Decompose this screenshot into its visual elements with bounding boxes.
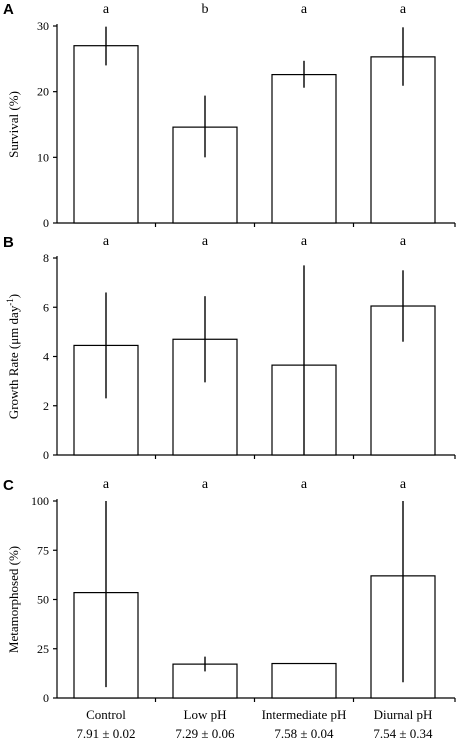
significance-letter-a-0: a <box>103 2 110 17</box>
x-category-label-2: Intermediate pH <box>262 707 347 722</box>
y-tick-label-b-3: 6 <box>43 300 49 314</box>
significance-letter-c-1: a <box>202 477 209 492</box>
significance-letter-c-3: a <box>400 477 407 492</box>
significance-letter-c-0: a <box>103 477 110 492</box>
y-tick-label-a-0: 0 <box>43 216 49 230</box>
bar-a-0 <box>73 45 139 224</box>
x-category-label-1: Low pH <box>184 707 227 722</box>
significance-letter-c-2: a <box>301 477 308 492</box>
y-axis-label-a: Survival (%) <box>6 91 21 158</box>
panel-letter-c: C <box>3 477 14 494</box>
significance-letter-b-0: a <box>103 234 110 249</box>
significance-letter-a-3: a <box>400 2 407 17</box>
panel-letter-a: A <box>3 1 14 18</box>
y-tick-label-c-3: 75 <box>37 543 49 557</box>
y-axis-label-b: Growth Rate (μm day-1) <box>5 294 21 419</box>
significance-letter-b-1: a <box>202 234 209 249</box>
bar-c-2 <box>271 662 337 699</box>
y-tick-label-a-2: 20 <box>37 85 49 99</box>
y-tick-label-b-2: 4 <box>43 350 49 364</box>
bar-a-2 <box>271 73 337 224</box>
significance-letter-a-2: a <box>301 2 308 17</box>
significance-letter-b-2: a <box>301 234 308 249</box>
y-tick-label-b-4: 8 <box>43 251 49 265</box>
significance-letter-a-1: b <box>202 2 209 17</box>
y-tick-label-c-4: 100 <box>31 494 49 508</box>
panel-letter-b: B <box>3 234 14 251</box>
x-ph-value-3: 7.54 ± 0.34 <box>373 726 433 741</box>
x-ph-value-0: 7.91 ± 0.02 <box>76 726 135 741</box>
y-tick-label-c-1: 25 <box>37 642 49 656</box>
y-axis-label-c: Metamorphosed (%) <box>6 546 21 653</box>
y-tick-label-c-2: 50 <box>37 593 49 607</box>
x-ph-value-1: 7.29 ± 0.06 <box>175 726 235 741</box>
significance-letter-b-3: a <box>400 234 407 249</box>
y-tick-label-a-3: 30 <box>37 19 49 33</box>
y-tick-label-b-1: 2 <box>43 399 49 413</box>
y-tick-label-b-0: 0 <box>43 448 49 462</box>
x-category-label-0: Control <box>86 707 126 722</box>
y-tick-label-a-1: 10 <box>37 150 49 164</box>
x-ph-value-2: 7.58 ± 0.04 <box>274 726 334 741</box>
x-category-label-3: Diurnal pH <box>374 707 433 722</box>
y-tick-label-c-0: 0 <box>43 691 49 705</box>
